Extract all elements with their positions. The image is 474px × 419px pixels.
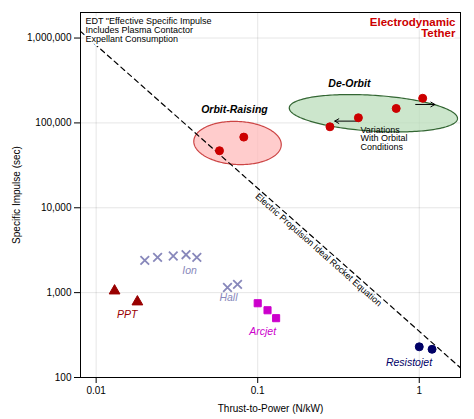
svg-text:0.01: 0.01	[86, 385, 106, 396]
svg-text:Thrust-to-Power (N/kW): Thrust-to-Power (N/kW)	[218, 403, 324, 414]
svg-text:ElectrodynamicTether: ElectrodynamicTether	[370, 16, 456, 40]
svg-text:VariationsWith OrbitalConditio: VariationsWith OrbitalConditions	[360, 125, 407, 153]
svg-text:Orbit-Raising: Orbit-Raising	[201, 103, 268, 115]
svg-text:Ion: Ion	[182, 264, 197, 276]
svg-text:Specific Impulse (sec): Specific Impulse (sec)	[11, 146, 22, 244]
svg-text:Electric Propulsion Ideal Rock: Electric Propulsion Ideal Rocket Equatio…	[254, 191, 384, 308]
svg-text:EDT "Effective Specific Impuls: EDT "Effective Specific ImpulseIncludes …	[86, 16, 212, 44]
svg-text:Arcjet: Arcjet	[248, 325, 277, 337]
svg-text:De-Orbit: De-Orbit	[328, 77, 371, 89]
svg-text:Hall: Hall	[219, 291, 238, 303]
svg-text:1,000,000: 1,000,000	[27, 32, 72, 43]
svg-text:0.1: 0.1	[251, 385, 265, 396]
svg-text:100: 100	[55, 372, 72, 383]
svg-text:100,000: 100,000	[35, 117, 72, 128]
svg-text:1,000: 1,000	[46, 287, 71, 298]
svg-text:PPT: PPT	[117, 308, 139, 320]
svg-text:10,000: 10,000	[41, 202, 72, 213]
svg-text:1: 1	[416, 385, 422, 396]
svg-text:Resistojet: Resistojet	[386, 356, 433, 368]
